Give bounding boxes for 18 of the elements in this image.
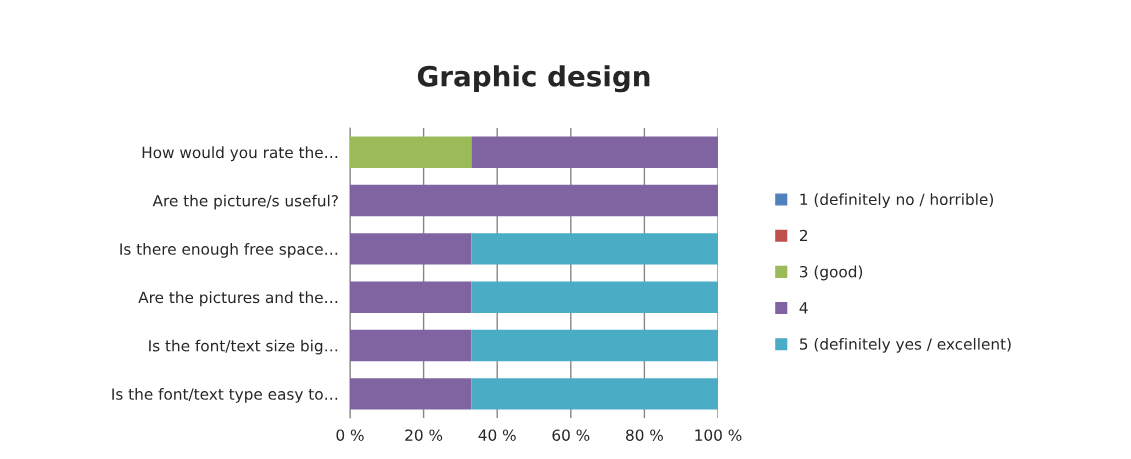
legend-label: 3 (good)	[799, 265, 863, 281]
x-tick-label: 20 %	[405, 429, 443, 441]
legend-label: 2	[799, 229, 808, 242]
x-tick-label: 0 %	[336, 429, 364, 441]
x-tick-label: 80 %	[626, 429, 663, 441]
legend-label: 4	[799, 302, 808, 314]
x-tick-label: 60 %	[552, 429, 590, 441]
x-tick-label: 40 %	[478, 429, 516, 441]
y-tick-label: Are the picture/s useful?	[152, 194, 338, 210]
y-tick-label: Is there enough free space…	[120, 243, 338, 258]
legend-label: 1 (definitely no / horrible)	[800, 193, 993, 209]
y-tick-label: Is the font/text type easy to…	[112, 388, 338, 403]
y-tick-label: Are the pictures and the…	[138, 291, 338, 307]
chart-title: Graphic design	[417, 65, 650, 93]
y-tick-label: Is the font/text size big…	[149, 339, 338, 355]
legend-label: 5 (definitely yes / excellent)	[800, 337, 1011, 353]
x-tick-label: 100 %	[695, 429, 742, 441]
y-tick-label: How would you rate the…	[142, 146, 338, 162]
